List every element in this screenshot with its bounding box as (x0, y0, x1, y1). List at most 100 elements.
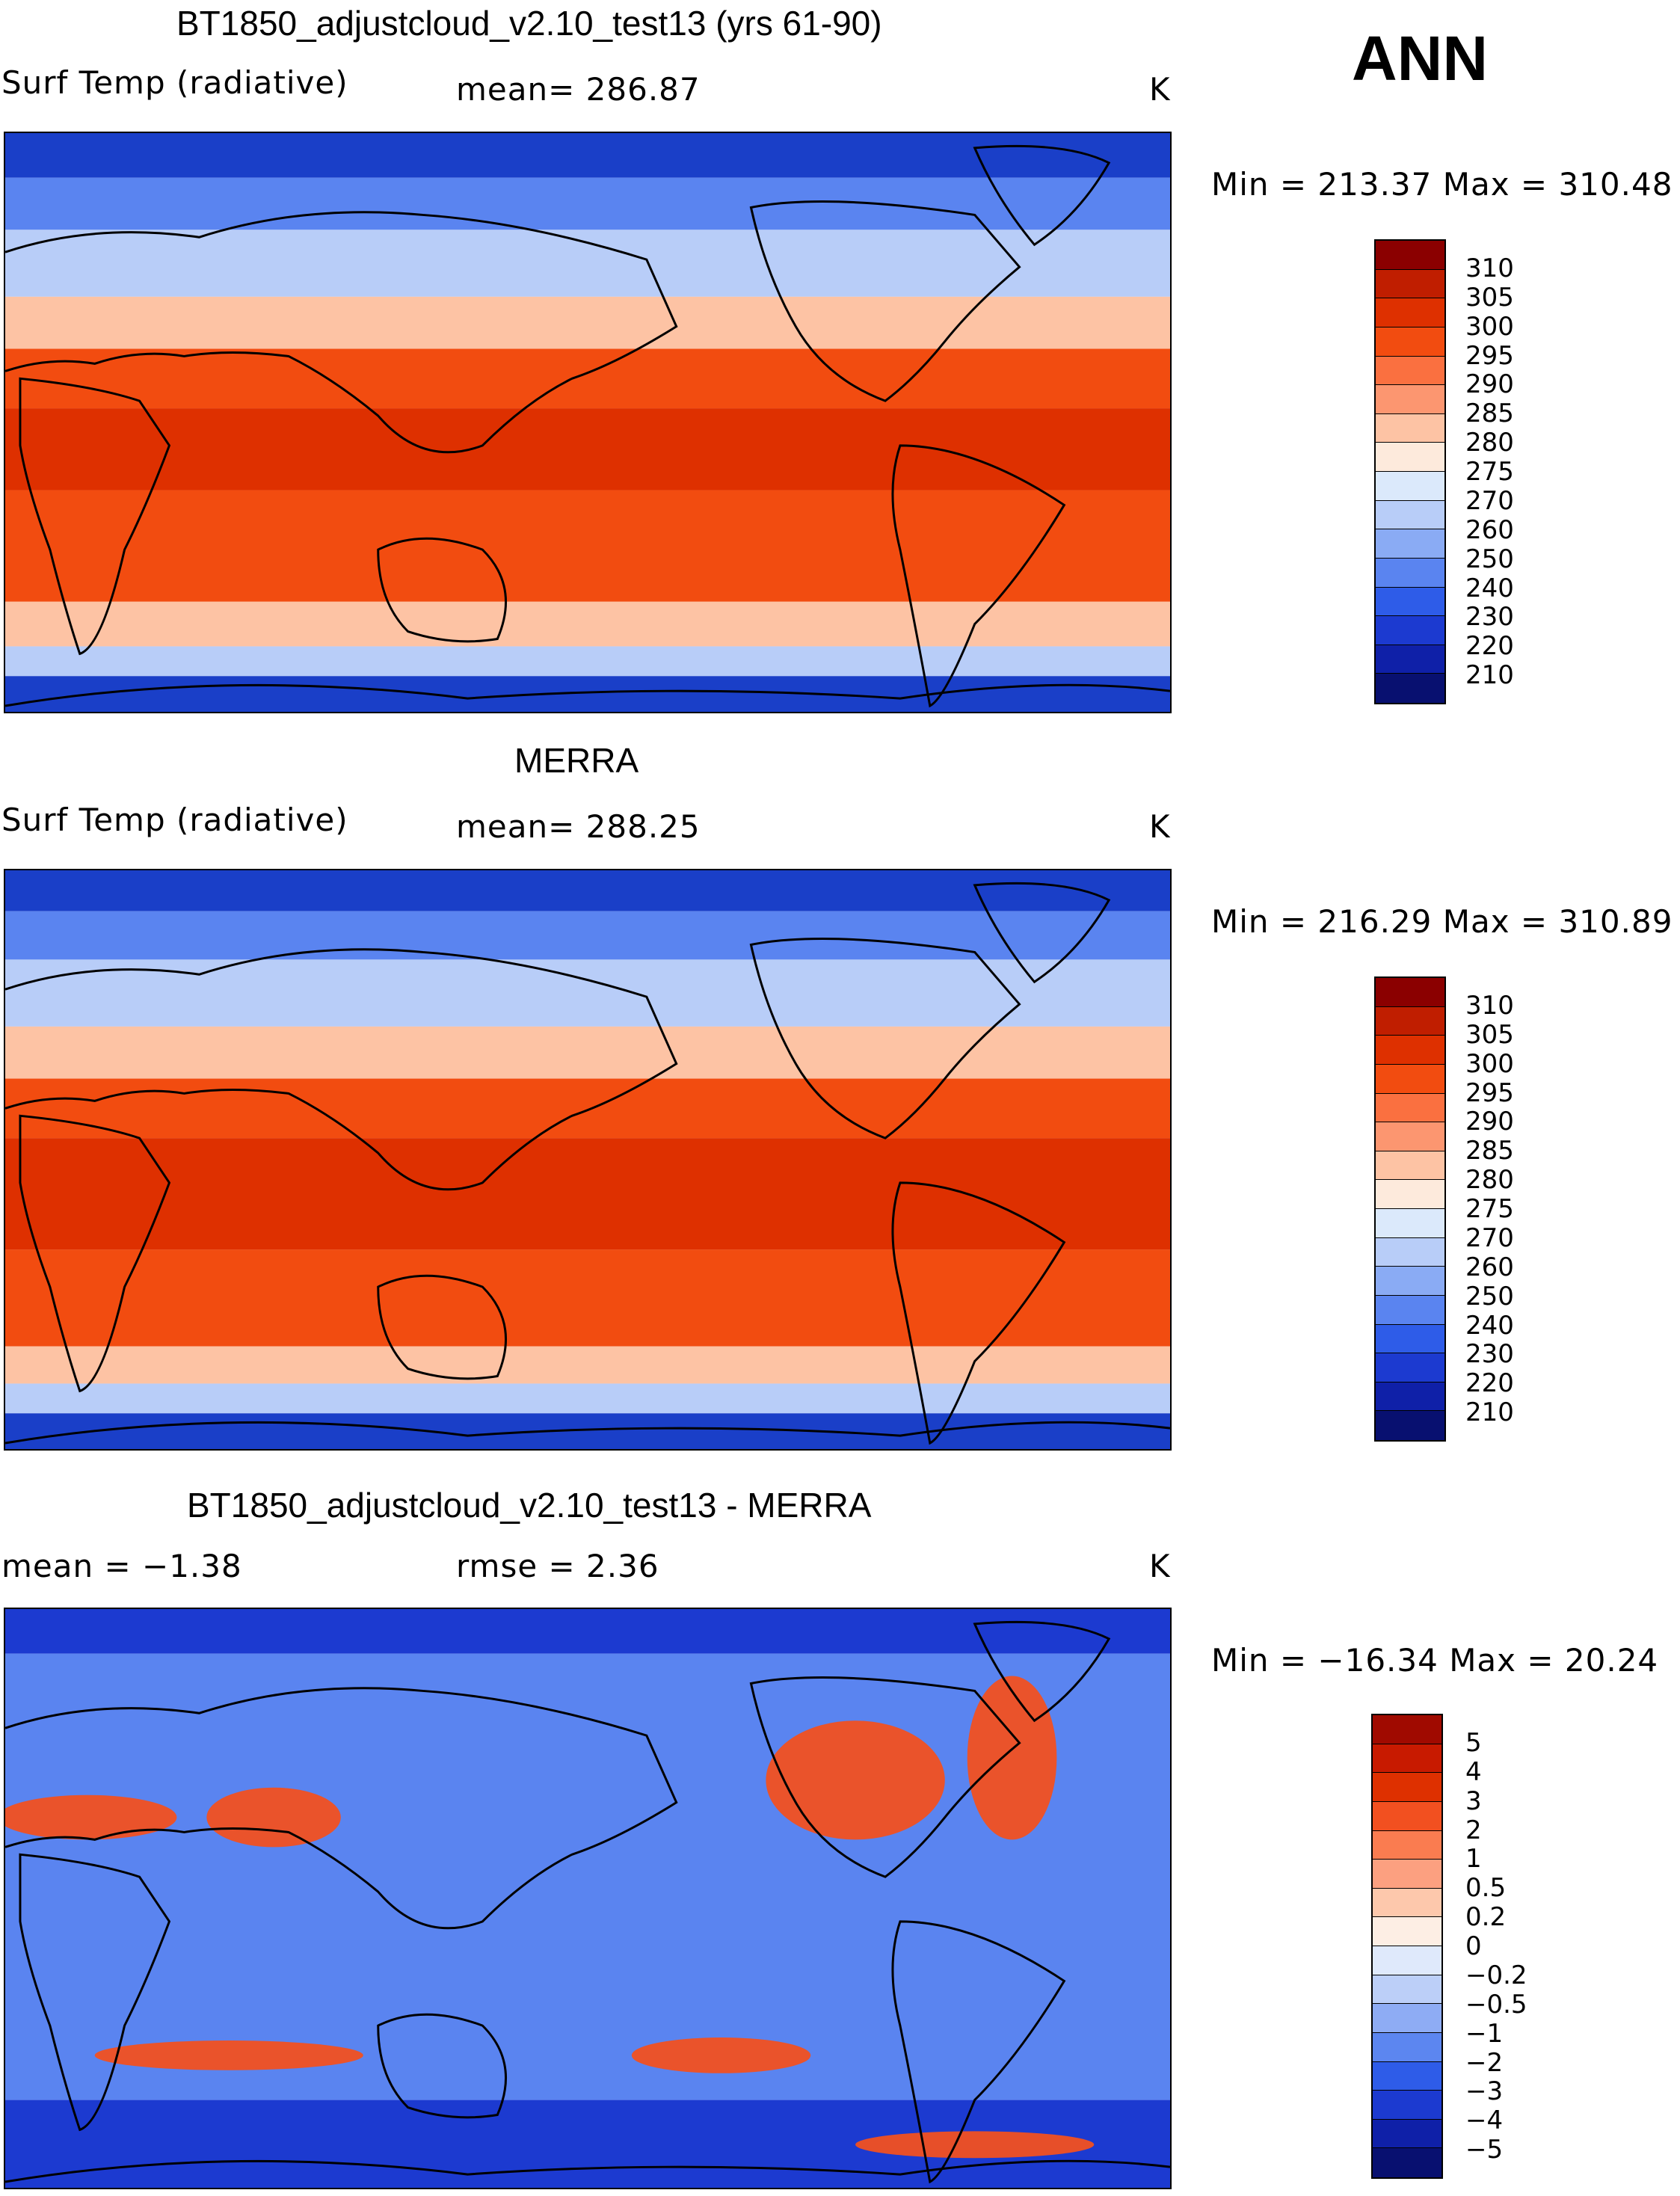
coastline-south-america (891, 1181, 1066, 1445)
panel-1-map-svg (5, 133, 1170, 712)
colorbar-label: −0.2 (1465, 1960, 1527, 1990)
colorbar-swatch (1376, 1324, 1444, 1354)
colorbar-label: 250 (1465, 1281, 1514, 1311)
colorbar-label: 295 (1465, 340, 1514, 371)
panel-1-colorbar (1374, 239, 1446, 704)
diff-region (5, 1794, 177, 1840)
temp-band (5, 230, 1170, 297)
temp-band (5, 1026, 1170, 1079)
coastlines (5, 144, 1170, 708)
coastline-africa (19, 377, 171, 656)
colorbar-label: −0.5 (1465, 1989, 1527, 2020)
colorbar-label: 0.2 (1465, 1902, 1507, 1933)
colorbar-swatch (1376, 472, 1444, 501)
colorbar-swatch (1373, 1917, 1441, 1946)
colorbar-label: 270 (1465, 485, 1514, 516)
coastline-antarctica (5, 683, 1170, 707)
panel-1-title: BT1850_adjustcloud_v2.10_test13 (yrs 61-… (176, 4, 882, 43)
colorbar-swatch (1373, 1860, 1441, 1889)
colorbar-swatch (1373, 1715, 1441, 1744)
colorbar-label: 290 (1465, 369, 1514, 400)
panel-2-title: MERRA (514, 741, 639, 780)
coastlines (5, 1620, 1170, 2184)
colorbar-swatch (1376, 1382, 1444, 1412)
colorbar-swatch (1376, 978, 1444, 1007)
coastline-greenland (973, 1620, 1111, 1723)
colorbar-swatch (1376, 443, 1444, 472)
colorbar-label: 295 (1465, 1077, 1514, 1108)
colorbar-label: 0 (1465, 1931, 1482, 1961)
colorbar-label: 280 (1465, 428, 1514, 458)
colorbar-label: 4 (1465, 1756, 1482, 1787)
diff-region (206, 1787, 341, 1848)
colorbar-swatch (1376, 1411, 1444, 1440)
colorbar-label: 275 (1465, 457, 1514, 487)
temp-band (5, 348, 1170, 409)
colorbar-swatch (1376, 616, 1444, 645)
panel-2-minmax: Min = 216.29 Max = 310.89 (1211, 903, 1673, 940)
colorbar-label: 220 (1465, 631, 1514, 662)
coastline-north-america (749, 1676, 1021, 1878)
colorbar-label: 310 (1465, 990, 1514, 1021)
colorbar-swatch (1376, 529, 1444, 559)
coastline-africa (19, 1114, 171, 1393)
temp-band (5, 1346, 1170, 1384)
coastline-africa (19, 1853, 171, 2132)
temp-band (5, 1078, 1170, 1139)
panel-2-map-svg (5, 870, 1170, 1449)
colorbar-swatch (1376, 587, 1444, 617)
panel-1-mean-label: mean= 286.87 (456, 71, 701, 108)
positive-diff-regions (5, 1676, 1095, 2159)
colorbar-label: 0.5 (1465, 1873, 1507, 1904)
temp-band (5, 646, 1170, 677)
colorbar-label: 250 (1465, 544, 1514, 574)
colorbar-swatch (1376, 1353, 1444, 1383)
colorbar-label: −4 (1465, 2106, 1504, 2136)
colorbar-swatch (1376, 1151, 1444, 1181)
coastline-australia (377, 537, 507, 643)
colorbar-label: 210 (1465, 1397, 1514, 1428)
panel-1-map (4, 132, 1172, 713)
colorbar-label: 260 (1465, 514, 1514, 545)
colorbar-swatch (1373, 2032, 1441, 2062)
temp-band (5, 296, 1170, 349)
colorbar-swatch (1373, 1888, 1441, 1918)
colorbar-label: 275 (1465, 1194, 1514, 1224)
temp-band (5, 408, 1170, 490)
coastline-eurasia (5, 948, 678, 1191)
coastline-north-america (749, 200, 1021, 402)
colorbar-label: 240 (1465, 1310, 1514, 1341)
panel-3-colorbar (1371, 1714, 1443, 2179)
diff-region (855, 2131, 1095, 2159)
diff-region (967, 1676, 1057, 1840)
coastline-greenland (973, 144, 1111, 247)
panel-1-unit-label: K (1149, 71, 1171, 108)
coastline-australia (377, 1274, 507, 1380)
panel-2-variable-label: Surf Temp (radiative) (1, 802, 348, 838)
temp-band (5, 1383, 1170, 1414)
coastline-north-america (749, 938, 1021, 1139)
colorbar-label: −1 (1465, 2018, 1504, 2049)
colorbar-label: 300 (1465, 311, 1514, 342)
colorbar-swatch (1376, 241, 1444, 270)
colorbar-label: 310 (1465, 253, 1514, 283)
panel-3-unit-label: K (1149, 1548, 1171, 1584)
colorbar-label: 285 (1465, 399, 1514, 429)
temp-band (5, 1413, 1170, 1449)
colorbar-label: −2 (1465, 2047, 1504, 2078)
panel-3-title: BT1850_adjustcloud_v2.10_test13 - MERRA (187, 1486, 872, 1525)
colorbar-swatch (1373, 1744, 1441, 1774)
colorbar-swatch (1376, 298, 1444, 327)
colorbar-label: −5 (1465, 2135, 1504, 2165)
colorbar-swatch (1376, 1122, 1444, 1151)
colorbar-swatch (1373, 2091, 1441, 2120)
coastline-eurasia (5, 211, 678, 454)
colorbar-swatch (1373, 2061, 1441, 2091)
colorbar-label: 5 (1465, 1727, 1482, 1758)
temp-band (5, 676, 1170, 712)
colorbar-swatch (1376, 1036, 1444, 1065)
coastline-antarctica (5, 1421, 1170, 1445)
panel-1-variable-label: Surf Temp (radiative) (1, 64, 348, 101)
colorbar-swatch (1376, 1237, 1444, 1267)
temp-band (5, 133, 1170, 178)
